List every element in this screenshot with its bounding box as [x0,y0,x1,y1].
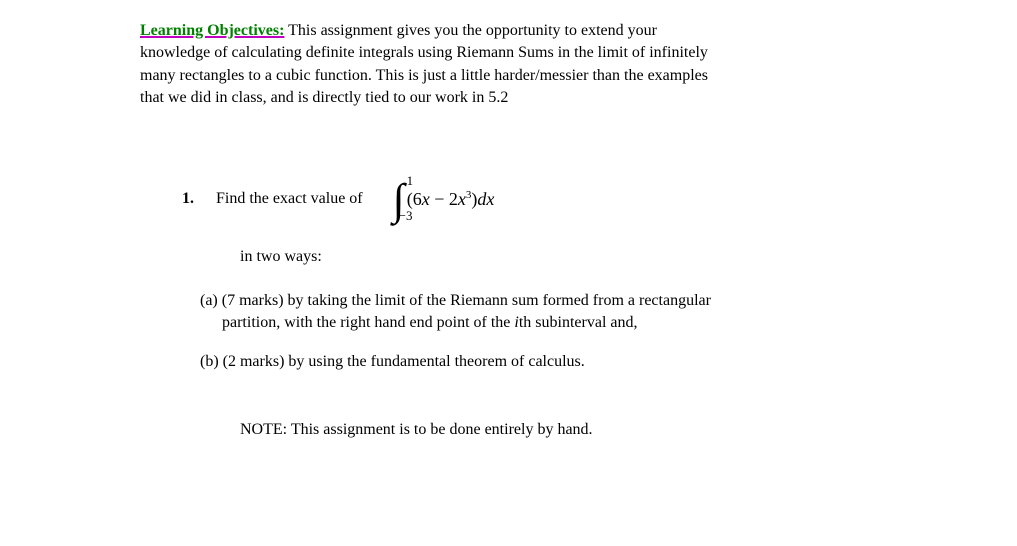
objectives-line3: many rectangles to a cubic function. Thi… [140,67,708,84]
learning-objectives-label: Learning Objectives: [140,22,284,39]
question-row: 1. Find the exact value of 1 −3 ∫ (6x − … [182,170,877,230]
question-number: 1. [182,188,194,210]
part-b-text: (b) (2 marks) by using the fundamental t… [200,353,585,370]
question-prompt: Find the exact value of [216,188,363,210]
objectives-line2: knowledge of calculating definite integr… [140,44,708,61]
part-a-line1: (a) (7 marks) by taking the limit of the… [200,292,711,309]
integral-expression: 1 −3 ∫ (6x − 2x3)dx [393,170,495,230]
sub-prompt: in two ways: [240,246,877,268]
note-text: NOTE: This assignment is to be done enti… [240,419,877,441]
upper-limit: 1 [407,172,414,190]
part-b: (b) (2 marks) by using the fundamental t… [200,351,877,373]
objectives-line4: that we did in class, and is directly ti… [140,89,508,106]
learning-objectives-paragraph: Learning Objectives: This assignment giv… [140,20,877,110]
part-a: (a) (7 marks) by taking the limit of the… [200,290,877,335]
integrand: (6x − 2x3)dx [407,187,495,212]
lower-limit: −3 [399,207,413,225]
part-a-line2: partition, with the right hand end point… [200,314,637,331]
objectives-line1: This assignment gives you the opportunit… [284,22,657,39]
